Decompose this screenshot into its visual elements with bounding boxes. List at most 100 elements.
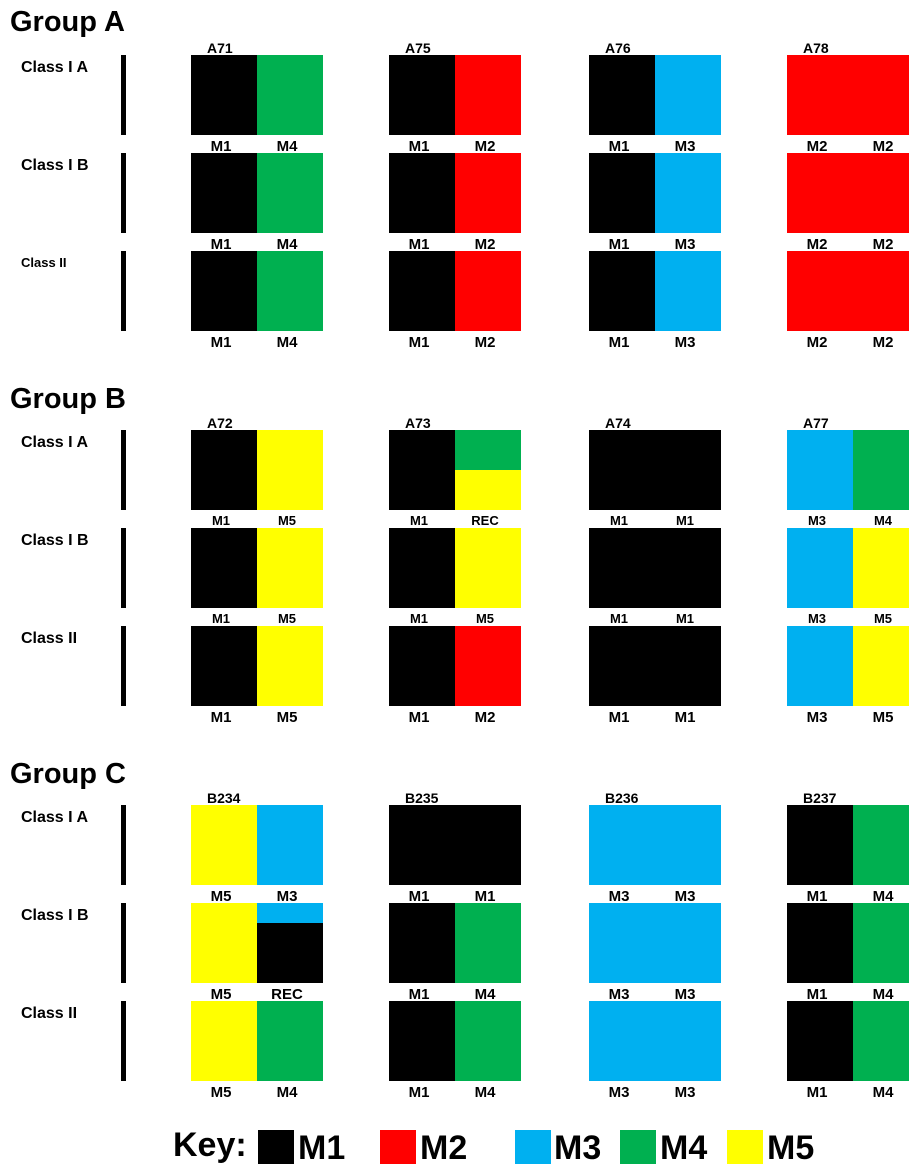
right-segment [655,1001,721,1081]
group-b-row-1-cell-3-label-0: M3 [807,611,827,626]
group-c-row-1-cell-2-label-0: M3 [608,986,630,1003]
left-segment [589,430,655,510]
legend-label-m3: M3 [554,1129,602,1167]
left-segment [191,430,257,510]
group-c-row-2-cell-0-label-1: M4 [276,1084,298,1101]
left-segment [787,153,853,233]
right-segment [655,251,721,331]
left-segment [389,430,455,510]
group-a-row-0-cell-1-label-1: M2 [474,138,496,155]
left-segment [589,55,655,135]
right-segment [455,153,521,233]
left-segment [389,903,455,983]
right-segment [257,1001,323,1081]
right-segment [655,805,721,885]
group-b-class-label-0: Class I A [21,434,88,451]
legend-swatch-m4 [620,1130,656,1164]
group-b-row-2-cell-3 [787,626,909,706]
group-a-row-1-cell-3-label-0: M2 [806,236,828,253]
group-a-row-1-cell-0-label-0: M1 [210,236,232,253]
group-b-row-1-cell-0-label-0: M1 [211,611,231,626]
group-a-row-0-cell-0 [191,55,323,135]
group-b-row-0-cell-1 [389,430,521,510]
right-segment [655,626,721,706]
group-a-sample-1-label: A75 [405,40,431,56]
group-c-row-2-cell-1-label-0: M1 [408,1084,430,1101]
group-c-row-0-cell-1-label-0: M1 [408,888,430,905]
group-a-sample-2-label: A76 [605,40,631,56]
right-segment [455,55,521,135]
group-a-row-2-cell-0-label-1: M4 [276,334,298,351]
right-segment [455,903,521,983]
group-b-row-2-cell-2-label-1: M1 [674,709,696,726]
legend-label-m4: M4 [660,1129,708,1167]
group-b-row-2-cell-3-label-0: M3 [806,709,828,726]
right-segment [455,805,521,885]
group-a-row-2-cell-1-label-0: M1 [408,334,430,351]
group-c-row-0-cell-0 [191,805,323,885]
left-segment [389,251,455,331]
group-b-row-1-cell-2-label-0: M1 [609,611,629,626]
group-b-row-0-cell-3-label-1: M4 [873,513,893,528]
left-segment [787,1001,853,1081]
group-a-row-1-cell-2-label-1: M3 [674,236,696,253]
left-segment [589,805,655,885]
group-a-title: Group A [10,6,125,38]
group-c-title: Group C [10,758,126,790]
legend-swatch-m2 [380,1130,416,1164]
left-segment [191,1001,257,1081]
group-b-row-1-cell-3 [787,528,909,608]
group-b-row-2-cell-1-label-0: M1 [408,709,430,726]
group-c-row-2-cell-0 [191,1001,323,1081]
group-b-row-2-cell-2-label-0: M1 [608,709,630,726]
group-b-row-0-cell-0-label-0: M1 [211,513,231,528]
group-b-row-2-cell-0 [191,626,323,706]
group-a-row-2-cell-2 [589,251,721,331]
group-c-row-1-bar [121,903,126,983]
group-c-row-2-bar [121,1001,126,1081]
left-segment [589,251,655,331]
group-a-row-2-cell-0-label-0: M1 [210,334,232,351]
right-segment [257,251,323,331]
group-c-row-0-cell-1 [389,805,521,885]
group-a-row-0-cell-2-label-1: M3 [674,138,696,155]
right-bottom-segment [455,470,521,510]
left-segment [787,528,853,608]
group-c-row-0-cell-0-label-0: M5 [210,888,232,905]
group-b-row-2-cell-1-label-1: M2 [474,709,496,726]
group-c-row-2-cell-3-label-0: M1 [806,1084,828,1101]
group-a-row-1-cell-2 [589,153,721,233]
group-a-row-0-cell-1 [389,55,521,135]
legend: Key: M1 M2 M3 M4 M5 [0,1128,909,1168]
group-c-row-0-bar [121,805,126,885]
right-segment [853,528,909,608]
group-c-row-1-cell-3 [787,903,909,983]
group-a-sample-3-label: A78 [803,40,829,56]
group-b-row-0-cell-1-label-0: M1 [409,513,429,528]
group-c-row-0-cell-2-label-0: M3 [608,888,630,905]
right-segment [257,805,323,885]
group-b-row-0-cell-2-label-1: M1 [675,513,695,528]
group-a-row-1-cell-2-label-0: M1 [608,236,630,253]
group-a-row-1-cell-0-label-1: M4 [276,236,298,253]
right-segment [853,251,909,331]
group-b-row-1-cell-2 [589,528,721,608]
group-c-row-1-cell-0 [191,903,323,983]
left-segment [191,903,257,983]
group-b-row-1-bar [121,528,126,608]
group-a-row-0-cell-0-label-0: M1 [210,138,232,155]
group-b-row-2-cell-1 [389,626,521,706]
legend-label-m2: M2 [420,1129,468,1167]
group-a-row-1-cell-1-label-0: M1 [408,236,430,253]
group-c-class-label-2: Class II [21,1005,78,1022]
group-c-row-0-cell-2-label-1: M3 [674,888,696,905]
group-b-row-0-cell-2 [589,430,721,510]
group-b-sample-0-label: A72 [207,415,233,431]
right-segment [257,528,323,608]
group-b-row-1-cell-3-label-1: M5 [873,611,893,626]
group-a-row-0-cell-3-label-0: M2 [806,138,828,155]
right-segment [455,528,521,608]
left-segment [191,626,257,706]
group-a-row-1-cell-1-label-1: M2 [474,236,496,253]
left-segment [589,153,655,233]
